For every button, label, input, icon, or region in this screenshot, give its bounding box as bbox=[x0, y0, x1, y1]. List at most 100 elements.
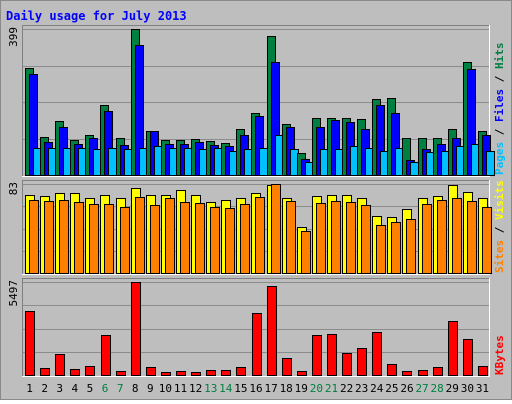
legend-item-files: Files bbox=[493, 89, 506, 122]
bar-kbytes-day-19 bbox=[297, 371, 307, 376]
bar-sites-day-22 bbox=[346, 202, 356, 274]
bar-sites-day-3 bbox=[59, 200, 69, 274]
legend-separator: / bbox=[493, 220, 506, 240]
bar-sites-day-4 bbox=[74, 202, 84, 274]
bar-sites-day-20 bbox=[316, 203, 326, 274]
day-label-12: 12 bbox=[189, 382, 202, 395]
bar-sites-day-15 bbox=[240, 204, 250, 274]
bar-kbytes-day-30 bbox=[463, 339, 473, 376]
legend-separator: / bbox=[493, 69, 506, 89]
legend-item-hits: Hits bbox=[493, 43, 506, 70]
bar-kbytes-day-9 bbox=[146, 367, 156, 376]
legend-item-pages: Pages bbox=[493, 142, 506, 175]
day-label-22: 22 bbox=[340, 382, 353, 395]
bar-kbytes-day-28 bbox=[433, 367, 443, 376]
day-label-4: 4 bbox=[72, 382, 79, 395]
bar-sites-day-21 bbox=[331, 201, 341, 274]
bar-kbytes-day-23 bbox=[357, 348, 367, 376]
bar-sites-day-29 bbox=[452, 198, 462, 274]
day-label-25: 25 bbox=[385, 382, 398, 395]
day-label-9: 9 bbox=[147, 382, 154, 395]
bar-kbytes-day-16 bbox=[252, 313, 262, 376]
bar-kbytes-day-12 bbox=[191, 372, 201, 376]
panel-visits-sites: 83 Sites / Visits bbox=[7, 180, 506, 275]
bar-sites-day-23 bbox=[361, 205, 371, 274]
day-label-26: 26 bbox=[400, 382, 413, 395]
bar-kbytes-day-11 bbox=[176, 371, 186, 376]
bar-sites-day-5 bbox=[89, 204, 99, 274]
bar-kbytes-day-15 bbox=[236, 367, 246, 376]
bar-kbytes-day-1 bbox=[25, 311, 35, 376]
day-label-11: 11 bbox=[174, 382, 187, 395]
day-label-29: 29 bbox=[446, 382, 459, 395]
bar-pages-day-6 bbox=[108, 148, 117, 176]
bar-sites-day-8 bbox=[135, 197, 145, 274]
bar-sites-day-18 bbox=[286, 201, 296, 274]
bar-kbytes-day-17 bbox=[267, 286, 277, 376]
bar-kbytes-day-25 bbox=[387, 364, 397, 376]
bar-sites-day-16 bbox=[255, 197, 265, 274]
bar-kbytes-day-8 bbox=[131, 282, 141, 376]
bar-sites-day-2 bbox=[44, 201, 54, 274]
day-label-23: 23 bbox=[355, 382, 368, 395]
day-label-27: 27 bbox=[415, 382, 428, 395]
day-label-16: 16 bbox=[249, 382, 262, 395]
bar-kbytes-day-13 bbox=[206, 370, 216, 376]
bar-kbytes-day-20 bbox=[312, 335, 322, 376]
bar-kbytes-day-3 bbox=[55, 354, 65, 376]
day-label-15: 15 bbox=[234, 382, 247, 395]
day-label-14: 14 bbox=[219, 382, 233, 395]
day-label-30: 30 bbox=[461, 382, 474, 395]
day-label-8: 8 bbox=[132, 382, 139, 395]
bar-sites-day-26 bbox=[406, 219, 416, 274]
day-label-19: 19 bbox=[295, 382, 308, 395]
day-label-28: 28 bbox=[431, 382, 444, 395]
panel-hits-files-pages: 399 Pages / Files / Hits bbox=[7, 25, 506, 177]
panel-kbytes: 5497 KBytes bbox=[7, 278, 506, 377]
y-max-label: 399 bbox=[7, 27, 20, 47]
legend-visits-sites: Sites / Visits bbox=[493, 180, 506, 273]
bar-sites-day-27 bbox=[422, 204, 432, 274]
bar-sites-day-30 bbox=[467, 201, 477, 274]
bar-kbytes-day-4 bbox=[70, 369, 80, 376]
day-label-24: 24 bbox=[370, 382, 384, 395]
bar-sites-day-7 bbox=[120, 207, 130, 274]
bar-sites-day-19 bbox=[301, 231, 311, 274]
bar-kbytes-day-2 bbox=[40, 368, 50, 376]
day-label-5: 5 bbox=[87, 382, 94, 395]
day-label-10: 10 bbox=[159, 382, 172, 395]
bar-kbytes-day-7 bbox=[116, 371, 126, 376]
bar-sites-day-9 bbox=[150, 205, 160, 274]
bar-kbytes-day-22 bbox=[342, 353, 352, 376]
legend-item-visits: Visits bbox=[493, 180, 506, 220]
bar-sites-day-28 bbox=[437, 200, 447, 274]
bar-sites-day-11 bbox=[180, 202, 190, 274]
bar-kbytes-day-26 bbox=[402, 371, 412, 376]
bar-kbytes-day-6 bbox=[101, 335, 111, 376]
day-label-3: 3 bbox=[56, 382, 63, 395]
day-label-6: 6 bbox=[102, 382, 109, 395]
bar-pages-day-26 bbox=[410, 162, 419, 176]
bar-sites-day-10 bbox=[165, 198, 175, 274]
bar-kbytes-day-27 bbox=[418, 370, 428, 376]
bar-kbytes-day-5 bbox=[85, 366, 95, 376]
day-label-21: 21 bbox=[325, 382, 338, 395]
day-label-20: 20 bbox=[310, 382, 323, 395]
legend-item-sites: Sites bbox=[493, 240, 506, 273]
y-max-label: 83 bbox=[7, 182, 20, 195]
day-label-2: 2 bbox=[41, 382, 48, 395]
day-label-13: 13 bbox=[204, 382, 217, 395]
day-label-17: 17 bbox=[264, 382, 277, 395]
bar-sites-day-17 bbox=[271, 184, 281, 274]
legend-hits-files-pages: Pages / Files / Hits bbox=[493, 43, 506, 176]
legend-separator: / bbox=[493, 122, 506, 142]
day-label-18: 18 bbox=[280, 382, 293, 395]
bar-sites-day-24 bbox=[376, 225, 386, 274]
bar-sites-day-13 bbox=[210, 207, 220, 274]
bar-kbytes-day-18 bbox=[282, 358, 292, 376]
bar-sites-day-14 bbox=[225, 208, 235, 274]
bar-kbytes-day-10 bbox=[161, 372, 171, 376]
bar-sites-day-12 bbox=[195, 203, 205, 274]
